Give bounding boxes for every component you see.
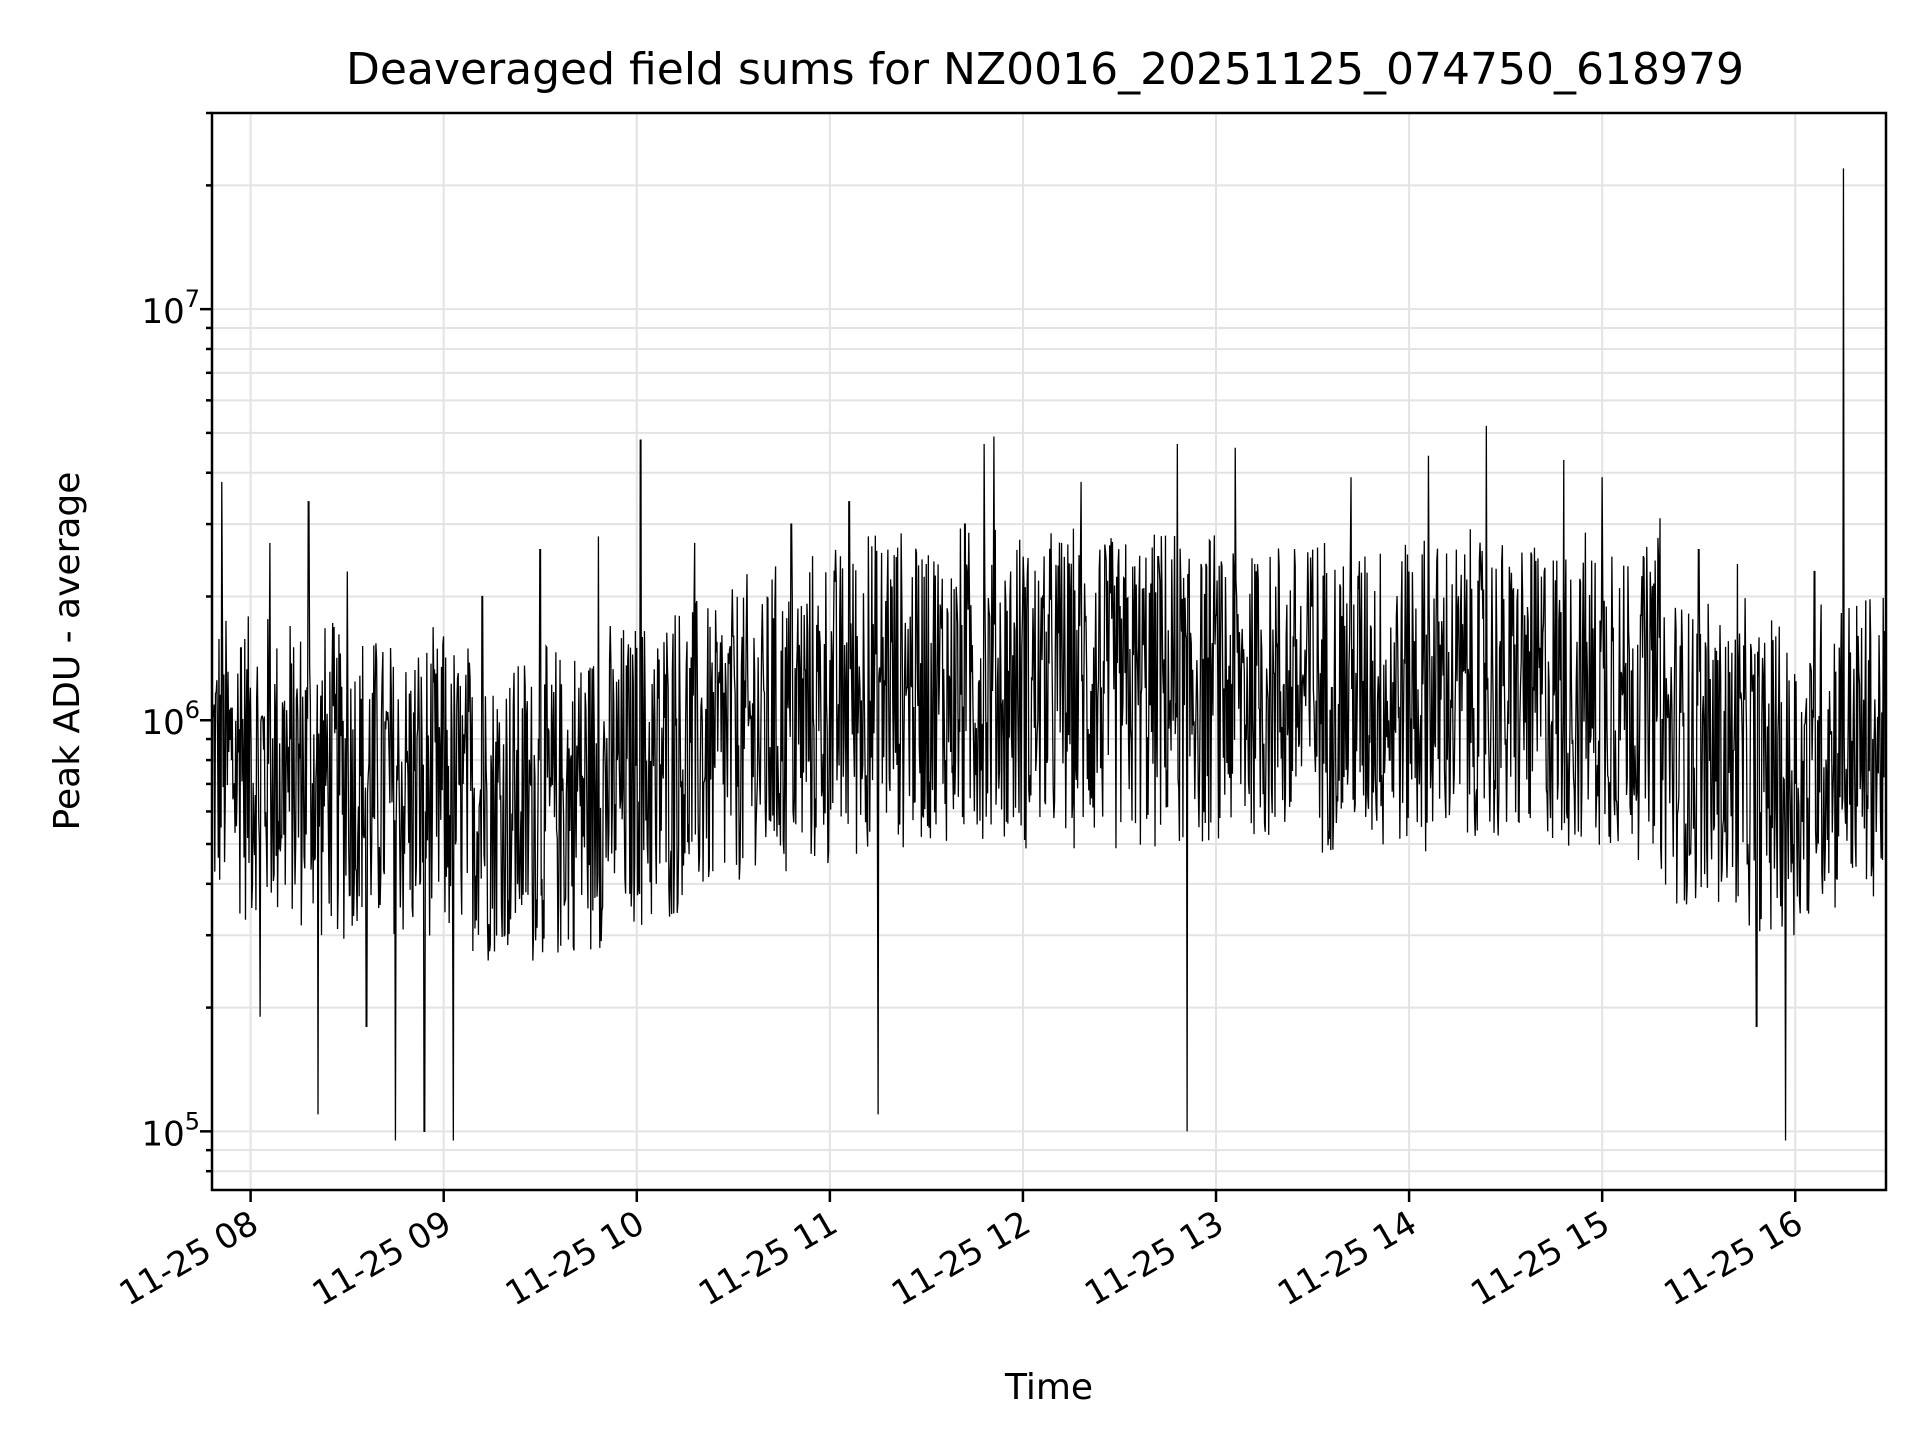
x-tick-label: 11-25 12 [885, 1203, 1037, 1314]
x-tick-label: 11-25 16 [1657, 1203, 1809, 1314]
y-tick-label: 106 [141, 696, 200, 743]
y-tick-label: 107 [141, 285, 200, 332]
x-axis-label: Time [1004, 1367, 1093, 1408]
x-axis: 11-25 08 11-25 09 11-25 10 11-25 11 11-25 12… [113, 1190, 1810, 1314]
plot-frame [210, 111, 1888, 1192]
y-axis-label: Peak ADU - average [47, 472, 88, 831]
x-tick-label: 11-25 10 [499, 1203, 651, 1314]
x-tick-label: 11-25 15 [1464, 1203, 1616, 1314]
x-tick-label: 11-25 13 [1078, 1203, 1230, 1314]
x-tick-label: 11-25 08 [113, 1203, 265, 1314]
chart-title: Deaveraged field sums for NZ0016_2025112… [346, 44, 1744, 95]
x-tick-label: 11-25 09 [306, 1203, 458, 1314]
series-line [211, 168, 1887, 1141]
x-tick-label: 11-25 14 [1271, 1203, 1423, 1314]
x-tick-label: 11-25 11 [692, 1203, 844, 1314]
series-layer [211, 168, 1887, 1141]
y-axis: 105 106 107 [141, 111, 212, 1173]
y-tick-label: 105 [141, 1107, 200, 1154]
